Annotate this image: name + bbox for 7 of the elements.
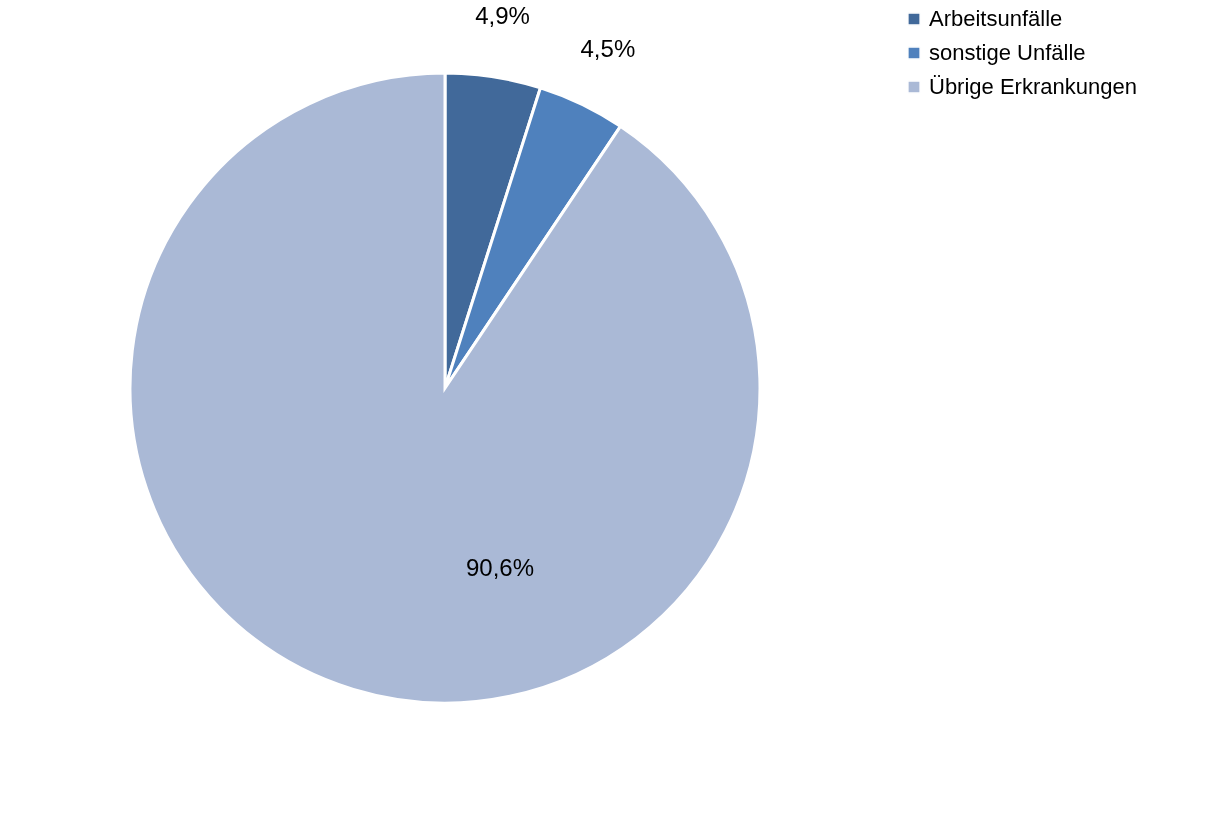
legend-label: sonstige Unfälle	[929, 40, 1086, 65]
pie-slice	[128, 71, 762, 705]
legend-label: Arbeitsunfälle	[929, 6, 1063, 31]
data-label: 90,6%	[465, 553, 535, 581]
data-label: 4,5%	[580, 35, 636, 63]
legend-label: Übrige Erkrankungen	[929, 74, 1137, 99]
data-label: 4,9%	[475, 2, 530, 30]
